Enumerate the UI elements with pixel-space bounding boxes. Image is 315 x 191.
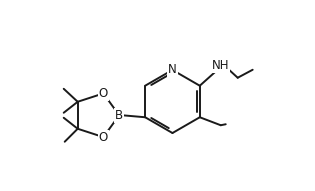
Text: B: B [115,109,123,122]
Text: NH: NH [212,59,230,72]
Text: N: N [168,63,177,76]
Text: O: O [99,87,108,100]
Text: O: O [99,131,108,144]
